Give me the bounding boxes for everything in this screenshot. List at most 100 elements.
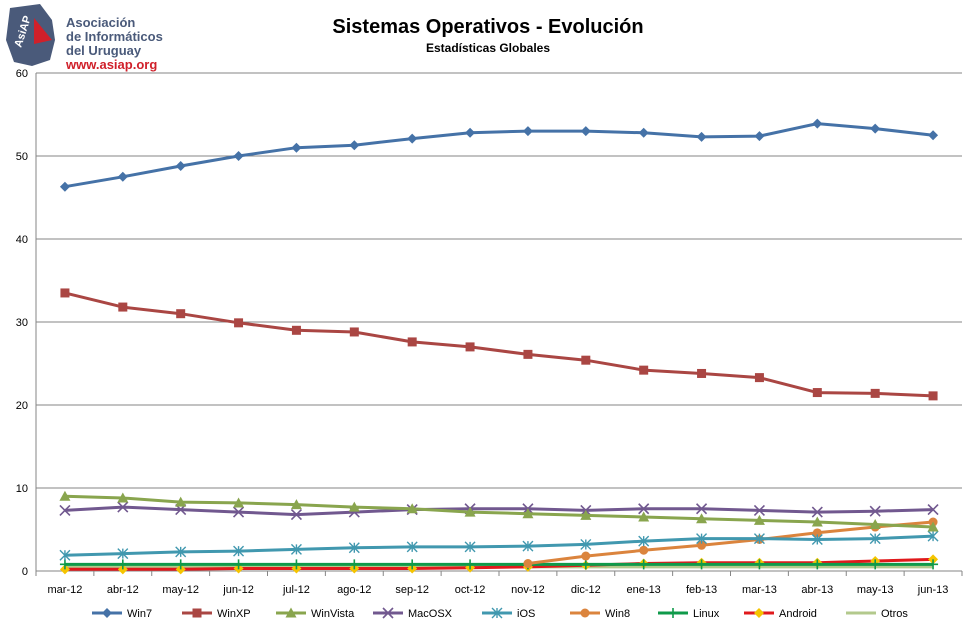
y-tick-label: 40 bbox=[16, 234, 28, 246]
linux-point bbox=[407, 559, 418, 570]
legend: Win7 WinXP WinVista MacOSX iOS Win8 Linux Andro… bbox=[92, 607, 908, 620]
linux-point bbox=[291, 559, 302, 570]
winvista-point bbox=[869, 519, 881, 530]
linux-point bbox=[812, 559, 823, 570]
macosx-point bbox=[59, 504, 71, 516]
winvista-point bbox=[811, 516, 823, 527]
x-tick-label: mar-12 bbox=[48, 584, 83, 596]
linux-point bbox=[233, 559, 244, 570]
winvista-point bbox=[290, 499, 302, 510]
x-tick-label: jun-13 bbox=[917, 584, 949, 596]
winvista-point bbox=[696, 513, 708, 524]
ios-point bbox=[175, 546, 187, 558]
win7-point bbox=[696, 131, 707, 142]
logo-url: www.asiap.org bbox=[65, 57, 157, 72]
ios-point bbox=[348, 542, 360, 554]
win8-point bbox=[697, 540, 707, 550]
ios-point bbox=[464, 541, 476, 553]
winxp-point bbox=[754, 373, 764, 383]
winxp-point bbox=[812, 388, 822, 398]
winxp-point bbox=[870, 388, 880, 398]
x-tick-label: may-12 bbox=[162, 584, 199, 596]
win7-point bbox=[638, 127, 649, 138]
linux-point bbox=[117, 559, 128, 570]
y-tick-label: 10 bbox=[16, 483, 28, 495]
series-line-win8 bbox=[527, 520, 934, 565]
winxp-point bbox=[639, 365, 649, 375]
winvista-point bbox=[580, 509, 592, 520]
macosx-point bbox=[638, 503, 650, 515]
linux-point bbox=[59, 559, 70, 570]
winvista-point bbox=[175, 496, 187, 507]
winxp-point bbox=[291, 325, 301, 335]
logo-line-2: de Informáticos bbox=[66, 29, 163, 44]
win7-point bbox=[59, 181, 70, 192]
ios-point bbox=[406, 541, 418, 553]
legend-label-win8: Win8 bbox=[605, 608, 630, 620]
winvista-point bbox=[59, 490, 71, 501]
linux-point bbox=[928, 559, 939, 570]
series-line-macosx bbox=[64, 505, 934, 517]
macosx-point bbox=[753, 504, 766, 516]
x-tick-label: dic-12 bbox=[571, 584, 601, 596]
win7-point bbox=[928, 130, 939, 141]
linux-point bbox=[580, 559, 591, 570]
y-tick-label: 20 bbox=[16, 400, 28, 412]
linux-point bbox=[754, 559, 765, 570]
legend-label-win7: Win7 bbox=[127, 608, 152, 620]
x-tick-label: jun-12 bbox=[222, 584, 254, 596]
winvista-point bbox=[464, 506, 476, 517]
macosx-point bbox=[869, 505, 881, 517]
x-tick-label: sep-12 bbox=[395, 584, 429, 596]
win7-point bbox=[870, 123, 881, 134]
win7-point bbox=[291, 142, 302, 153]
win7-point bbox=[465, 127, 476, 138]
ios-point bbox=[638, 535, 650, 547]
win7-point bbox=[522, 126, 533, 137]
winvista-point bbox=[117, 492, 129, 503]
linux-point bbox=[465, 559, 476, 570]
legend-label-macosx: MacOSX bbox=[408, 608, 453, 620]
winxp-point bbox=[118, 302, 128, 312]
ios-point bbox=[59, 549, 71, 561]
y-tick-label: 0 bbox=[22, 566, 28, 578]
win8-point bbox=[812, 528, 822, 538]
series-line-winvista bbox=[64, 494, 934, 529]
winvista-point bbox=[348, 501, 360, 512]
macosx-point bbox=[811, 506, 823, 518]
x-tick-label: oct-12 bbox=[455, 584, 486, 596]
x-tick-label: abr-13 bbox=[801, 584, 833, 596]
chart-subtitle: Estadísticas Globales bbox=[426, 41, 550, 55]
win7-point bbox=[349, 140, 360, 151]
ios-point bbox=[233, 545, 245, 557]
legend-label-otros: Otros bbox=[881, 608, 908, 620]
legend-ios-point bbox=[491, 607, 503, 619]
linux-point bbox=[349, 559, 360, 570]
win7-point bbox=[754, 131, 765, 142]
logo-line-1: Asociación bbox=[66, 15, 135, 30]
winxp-point bbox=[234, 318, 244, 328]
win8-point bbox=[523, 559, 533, 569]
ios-point bbox=[290, 543, 302, 555]
winxp-point bbox=[928, 391, 938, 401]
winxp-point bbox=[176, 309, 186, 319]
legend-win8-point bbox=[580, 608, 590, 618]
legend-linux-point bbox=[668, 608, 678, 618]
y-tick-label: 50 bbox=[16, 151, 28, 163]
series-line-winxp bbox=[64, 291, 934, 398]
series-line-ios bbox=[64, 534, 934, 557]
y-tick-label: 30 bbox=[16, 317, 28, 329]
legend-label-ios: iOS bbox=[517, 608, 535, 620]
win7-point bbox=[812, 118, 823, 129]
winxp-point bbox=[581, 355, 591, 365]
win7-point bbox=[117, 171, 128, 182]
ios-point bbox=[696, 533, 708, 545]
winxp-point bbox=[407, 337, 417, 347]
linux-point bbox=[696, 559, 707, 570]
win7-point bbox=[407, 133, 418, 144]
macosx-point bbox=[117, 501, 129, 513]
x-tick-label: mar-13 bbox=[742, 584, 777, 596]
winxp-point bbox=[523, 349, 533, 359]
plot-area: 0 10 20 30 40 50 60 mar-12 abr-12 may-12 jun-12 jul… bbox=[16, 68, 963, 596]
